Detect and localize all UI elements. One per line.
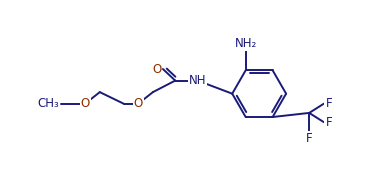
Text: O: O (134, 97, 143, 110)
Text: F: F (325, 116, 332, 129)
Text: F: F (325, 97, 332, 110)
Text: F: F (306, 132, 312, 145)
Text: O: O (152, 63, 161, 76)
Text: NH: NH (189, 74, 206, 87)
Text: O: O (80, 97, 90, 110)
Text: NH₂: NH₂ (234, 37, 257, 50)
Text: CH₃: CH₃ (37, 97, 59, 110)
